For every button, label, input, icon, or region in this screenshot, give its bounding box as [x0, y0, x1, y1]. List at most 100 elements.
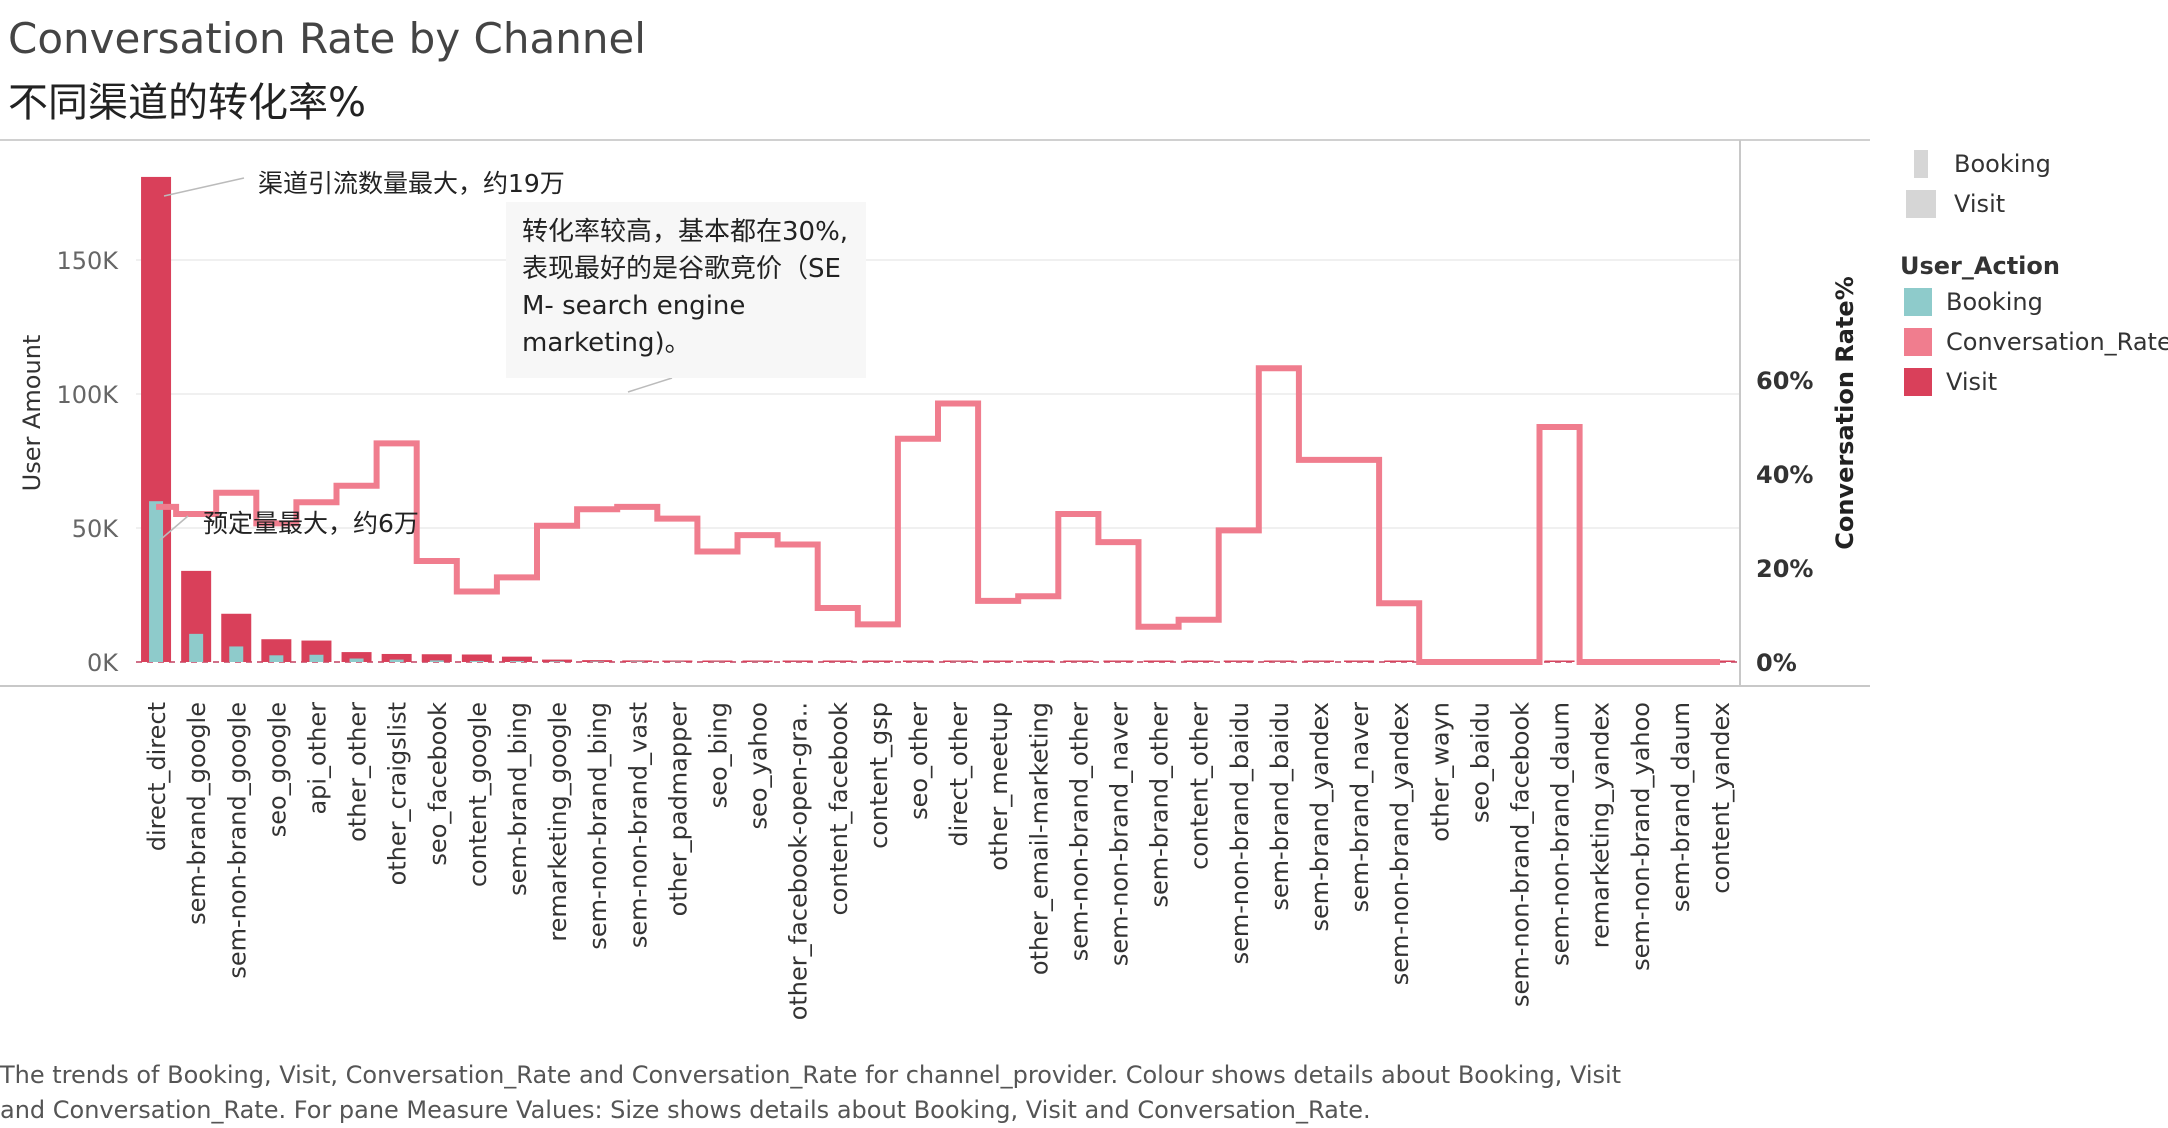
- visit-bar: [462, 654, 492, 662]
- visit-bar: [1184, 661, 1214, 663]
- visit-bar: [983, 661, 1013, 663]
- x-tick-label: sem-non-brand_google: [223, 702, 251, 979]
- visit-bar: [783, 661, 813, 663]
- booking-bar: [430, 660, 444, 662]
- y2-tick-label: 40%: [1756, 461, 1813, 489]
- y-tick-label: 150K: [56, 247, 119, 275]
- annotation-line: marketing)。: [522, 325, 850, 362]
- x-tick-label: content_gsp: [865, 702, 893, 849]
- size-legend-label: Visit: [1954, 190, 2005, 218]
- visit-bar: [1545, 661, 1575, 663]
- legend-item-booking[interactable]: Booking: [1904, 288, 2043, 316]
- visit-bar: [1384, 661, 1414, 663]
- x-tick-label: sem-non-brand_naver: [1106, 702, 1134, 966]
- annotation-max-visit: 渠道引流数量最大，约19万: [258, 164, 565, 200]
- legend-label: Visit: [1946, 368, 1997, 396]
- x-tick-label: sem-non-brand_daum: [1547, 702, 1575, 966]
- size-legend-booking[interactable]: Booking: [1906, 150, 2051, 178]
- annotation-line: 转化率较高，基本都在30%,: [522, 214, 850, 251]
- y-tick-label: 50K: [72, 515, 120, 543]
- x-tick-label: sem-brand_yandex: [1306, 702, 1334, 931]
- x-tick-label: content_google: [464, 702, 492, 887]
- legend-swatch: [1904, 288, 1932, 316]
- legend-label: Booking: [1946, 288, 2043, 316]
- visit-bar: [1224, 661, 1254, 663]
- booking-bar: [470, 661, 484, 662]
- visit-bar: [1063, 661, 1093, 663]
- annotation-connector: [164, 178, 244, 196]
- x-tick-label: direct_direct: [143, 702, 171, 851]
- x-tick-label: sem-non-brand_yahoo: [1627, 702, 1655, 971]
- x-tick-label: other_email-marketing: [1025, 702, 1053, 975]
- color-legend-title: User_Action: [1900, 252, 2060, 280]
- booking-bar: [550, 661, 564, 662]
- booking-bar: [510, 661, 524, 662]
- x-tick-label: seo_baidu: [1466, 702, 1494, 823]
- x-tick-label: sem-brand_daum: [1667, 702, 1695, 912]
- y-tick-label: 100K: [56, 381, 119, 409]
- y2-tick-label: 60%: [1756, 367, 1813, 395]
- legend-swatch: [1904, 368, 1932, 396]
- x-tick-label: sem-non-brand_baidu: [1226, 702, 1254, 964]
- booking-bar: [269, 655, 283, 662]
- legend-item-visit[interactable]: Visit: [1904, 368, 1997, 396]
- size-booking-swatch: [1914, 150, 1928, 178]
- booking-bar: [350, 659, 364, 662]
- y-tick-label: 0K: [87, 649, 119, 677]
- visit-bar: [1144, 661, 1174, 663]
- booking-bar: [630, 661, 644, 662]
- x-tick-label: sem-non-brand_vast: [624, 702, 652, 948]
- x-tick-label: seo_other: [905, 702, 933, 820]
- size-visit-swatch: [1906, 190, 1936, 218]
- legend-item-conversation-rate[interactable]: Conversation_Rate: [1904, 328, 2168, 356]
- annotation-line: M- search engine: [522, 288, 850, 325]
- x-tick-label: seo_facebook: [424, 702, 452, 866]
- visit-bar: [1023, 661, 1053, 663]
- y2-tick-label: 0%: [1756, 649, 1797, 677]
- booking-bar: [149, 501, 163, 662]
- annotation-max-booking: 预定量最大，约6万: [203, 504, 419, 540]
- booking-bar: [189, 634, 203, 662]
- x-tick-label: api_other: [304, 702, 332, 815]
- x-tick-label: remarketing_google: [544, 702, 572, 942]
- visit-bar: [823, 661, 853, 663]
- x-tick-label: sem-non-brand_yandex: [1386, 702, 1414, 985]
- x-tick-label: sem-brand_other: [1146, 702, 1174, 908]
- x-tick-label: other_meetup: [985, 702, 1013, 871]
- size-legend-visit[interactable]: Visit: [1906, 190, 2005, 218]
- visit-bar: [863, 661, 893, 663]
- x-tick-label: sem-brand_google: [183, 702, 211, 925]
- x-tick-label: content_yandex: [1707, 702, 1735, 894]
- x-tick-label: sem-non-brand_bing: [584, 702, 612, 950]
- x-tick-label: content_other: [1186, 702, 1214, 870]
- x-tick-label: seo_bing: [705, 702, 733, 808]
- visit-bar: [903, 661, 933, 663]
- y-axis-title: User Amount: [18, 335, 46, 492]
- booking-bar: [390, 660, 404, 662]
- y2-axis-title: Conversation Rate%: [1831, 276, 1859, 550]
- x-tick-label: seo_yahoo: [745, 702, 773, 829]
- visit-bar: [1264, 661, 1294, 663]
- x-tick-label: sem-brand_naver: [1346, 702, 1374, 912]
- annotation-connector: [628, 378, 672, 392]
- x-tick-label: direct_other: [945, 702, 973, 847]
- x-tick-label: sem-non-brand_other: [1065, 702, 1093, 961]
- x-tick-label: sem-brand_bing: [504, 702, 532, 896]
- annotation-line: 表现最好的是谷歌竞价（SE: [522, 251, 850, 288]
- x-tick-label: sem-non-brand_facebook: [1507, 702, 1535, 1007]
- booking-bar: [229, 646, 243, 662]
- booking-bar: [309, 655, 323, 662]
- annotation-high-conversion: 转化率较高，基本都在30%, 表现最好的是谷歌竞价（SE M- search e…: [506, 202, 866, 378]
- x-tick-label: seo_google: [263, 702, 291, 837]
- x-tick-label: other_craigslist: [384, 702, 412, 885]
- x-tick-label: remarketing_yandex: [1587, 702, 1615, 948]
- chart-caption: The trends of Booking, Visit, Conversati…: [0, 1058, 1640, 1128]
- x-tick-label: other_wayn: [1426, 702, 1454, 842]
- visit-bar: [1304, 661, 1334, 663]
- x-tick-label: other_facebook-open-gra..: [785, 702, 813, 1020]
- visit-bar: [1103, 661, 1133, 663]
- visit-bar: [1344, 661, 1374, 663]
- legend-label: Conversation_Rate: [1946, 328, 2168, 356]
- x-tick-label: content_facebook: [825, 702, 853, 916]
